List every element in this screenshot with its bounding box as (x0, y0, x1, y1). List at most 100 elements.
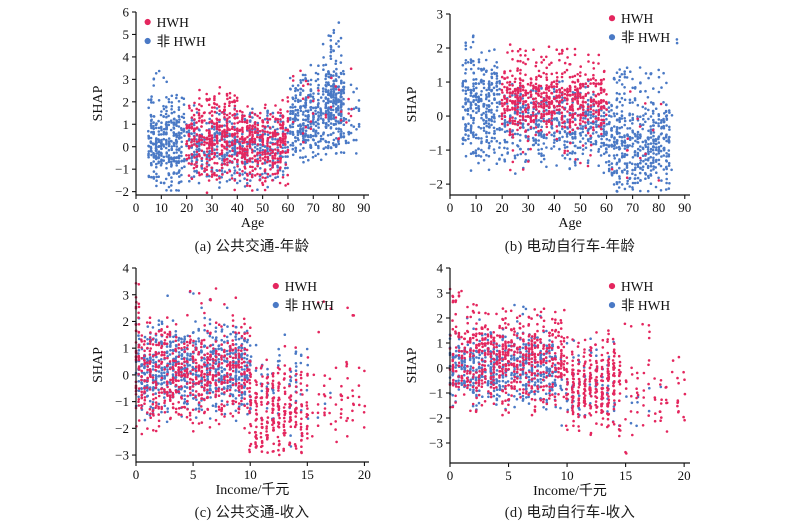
x-tick-label: 90 (357, 200, 370, 215)
x-tick-label: 70 (626, 200, 639, 215)
legend-label-hwh: HWH (621, 279, 653, 294)
legend-label-non-hwh: 非 HWH (157, 34, 206, 49)
legend-label-hwh: HWH (621, 11, 653, 26)
x-tick-label: 10 (470, 200, 483, 215)
x-tick-label: 20 (678, 468, 691, 483)
legend-label-non-hwh: 非 HWH (621, 298, 670, 313)
y-axis-ticks: −2 −1 0 1 2 3 (429, 7, 450, 192)
x-tick-label: 60 (600, 200, 613, 215)
x-tick-label: 40 (231, 200, 244, 215)
x-tick-label: 0 (447, 468, 454, 483)
legend: HWH 非 HWH (273, 279, 334, 313)
x-tick-label: 5 (190, 467, 197, 482)
legend-label-hwh: HWH (285, 279, 317, 294)
x-axis-label: Income/千元 (533, 483, 607, 499)
legend: HWH 非 HWH (145, 15, 206, 49)
y-tick-label: 2 (437, 311, 444, 326)
x-tick-label: 10 (561, 468, 574, 483)
x-tick-label: 80 (652, 200, 665, 215)
y-axis-label: SHAP (91, 347, 106, 383)
x-tick-label: 30 (522, 200, 535, 215)
legend-label-non-hwh: 非 HWH (285, 298, 334, 313)
subplot-a-caption: (a) 公共交通-年龄 (92, 235, 412, 256)
x-tick-label: 15 (619, 468, 632, 483)
legend: HWH 非 HWH (609, 279, 670, 313)
x-tick-label: 50 (256, 200, 269, 215)
subplot-c-caption: (c) 公共交通-收入 (92, 501, 412, 522)
y-axis-label: SHAP (405, 347, 420, 383)
series-non-hwh-points (461, 34, 678, 192)
subplot-b-caption: (b) 电动自行车-年龄 (410, 235, 730, 256)
y-tick-label: 2 (437, 41, 444, 56)
y-tick-label: −1 (429, 386, 443, 401)
x-tick-label: 70 (307, 200, 320, 215)
axes-spines (136, 268, 369, 462)
x-tick-label: 20 (496, 200, 509, 215)
y-tick-label: 4 (123, 49, 130, 64)
y-tick-label: 3 (437, 7, 444, 22)
legend-marker-hwh (273, 283, 279, 289)
y-tick-label: 1 (123, 117, 130, 132)
y-tick-label: 2 (123, 314, 130, 329)
y-tick-label: 1 (437, 336, 444, 351)
legend-marker-non-hwh (145, 38, 151, 44)
legend-marker-non-hwh (609, 302, 615, 308)
y-tick-label: 3 (123, 72, 130, 87)
x-tick-label: 15 (301, 467, 314, 482)
y-tick-label: −2 (115, 421, 129, 436)
x-tick-label: 60 (281, 200, 294, 215)
x-tick-label: 0 (133, 200, 140, 215)
x-tick-label: 10 (244, 467, 257, 482)
x-axis-label: Income/千元 (216, 482, 290, 498)
y-tick-label: 3 (437, 286, 444, 301)
legend-marker-hwh (609, 15, 615, 21)
y-tick-label: 0 (437, 361, 444, 376)
subplot-d-ebike-income: 0 5 10 15 20 −3 −2 −1 0 1 2 3 4 Income/千元 SHAP HWH 非 HWH… (400, 260, 800, 524)
y-tick-label: −1 (429, 143, 443, 158)
x-tick-label: 0 (447, 200, 454, 215)
y-tick-label: 4 (123, 261, 130, 276)
y-tick-label: −2 (429, 177, 443, 192)
scatter-chart-ebike-income: 0 5 10 15 20 −3 −2 −1 0 1 2 3 4 Income/千元 SHAP HWH 非 HWH (400, 260, 800, 500)
x-tick-label: 50 (574, 200, 587, 215)
y-tick-label: 3 (123, 287, 130, 302)
x-tick-label: 5 (505, 468, 512, 483)
x-tick-label: 20 (180, 200, 193, 215)
y-tick-label: −2 (429, 411, 443, 426)
y-tick-label: 0 (437, 109, 444, 124)
x-axis-ticks: 0 10 20 30 40 50 60 70 80 90 (133, 195, 371, 215)
y-axis-label: SHAP (405, 86, 420, 122)
legend-label-hwh: HWH (157, 15, 189, 30)
x-tick-label: 0 (133, 467, 140, 482)
x-tick-label: 30 (205, 200, 218, 215)
y-tick-label: 1 (123, 341, 130, 356)
y-tick-label: 2 (123, 94, 130, 109)
x-tick-label: 80 (332, 200, 345, 215)
y-tick-label: 4 (437, 261, 444, 276)
y-tick-label: 0 (123, 367, 130, 382)
y-tick-label: 1 (437, 75, 444, 90)
x-tick-label: 10 (155, 200, 168, 215)
y-tick-label: 0 (123, 139, 130, 154)
y-tick-label: −1 (115, 162, 129, 177)
legend-marker-non-hwh (273, 302, 279, 308)
y-tick-label: −3 (429, 436, 443, 451)
x-tick-label: 40 (548, 200, 561, 215)
y-axis-label: SHAP (91, 85, 106, 121)
legend-marker-non-hwh (609, 34, 615, 40)
x-axis-ticks: 0 10 20 30 40 50 60 70 80 90 (447, 195, 692, 215)
y-tick-label: −2 (115, 184, 129, 199)
x-tick-label: 90 (678, 200, 691, 215)
x-axis-ticks: 0 5 10 15 20 (447, 463, 691, 483)
y-tick-label: −3 (115, 448, 129, 463)
